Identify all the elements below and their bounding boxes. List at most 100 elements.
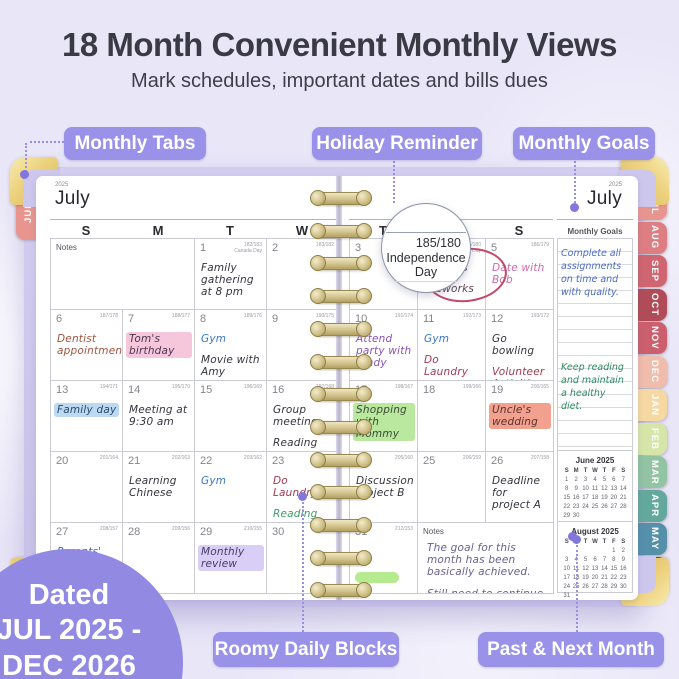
day-number: 29: [200, 526, 213, 538]
callout-monthly-tabs: Monthly Tabs: [64, 127, 206, 160]
connector-line: [302, 502, 304, 632]
day-of-year: 206/159: [462, 455, 481, 461]
mini-calendar-title: June 2025: [575, 456, 615, 465]
mini-day: 13: [591, 566, 599, 572]
mini-day: 13: [610, 486, 618, 492]
mini-calendar-next-month: August 2025SMTWTFS1234567891011121314151…: [557, 521, 633, 599]
day-of-year: 208/157: [99, 526, 118, 532]
mini-day: 26: [582, 584, 589, 590]
day-of-year: 199/166: [462, 384, 481, 390]
handwritten-entries: Dentist appointment: [54, 332, 123, 358]
month-tab-label: OCT: [649, 292, 660, 317]
day-of-year: 203/162: [243, 455, 262, 461]
holiday-label: Canada Day: [234, 248, 262, 254]
mini-day: 9: [574, 486, 578, 492]
handwritten-entries: Uncle's wedding: [489, 403, 551, 430]
mini-weekday: T: [583, 539, 588, 545]
mini-weekday: W: [592, 539, 598, 545]
calendar-cell: 18 199/166: [418, 381, 486, 452]
weekday-label: W: [295, 223, 309, 238]
connector-line: [393, 161, 395, 203]
handwritten-entry: Family day: [54, 403, 120, 418]
mini-day: 26: [601, 504, 608, 510]
day-of-year: 210/155: [243, 526, 262, 532]
weekday-label: T: [379, 223, 387, 238]
mini-day: 4: [593, 477, 597, 483]
handwritten-entries: Gym Do Laundry: [421, 332, 483, 379]
handwritten-entry: Gym: [201, 333, 227, 345]
day-number: 18: [423, 384, 436, 396]
mini-day: 25: [591, 504, 599, 510]
mini-weekday: M: [573, 468, 579, 474]
handwritten-entries: Learning Chinese: [126, 474, 192, 500]
mini-day: 20: [591, 575, 599, 581]
mini-day: 1: [565, 477, 569, 483]
mini-day: [619, 512, 628, 521]
mini-day: 23: [572, 504, 580, 510]
day-number: 13: [56, 384, 69, 396]
month-tab-label: AUG: [649, 225, 660, 250]
handwritten-entry: Gym: [424, 333, 450, 345]
mini-day: [609, 592, 618, 601]
calendar-cell: 1 182/183 Canada Day Family gathering at 8 …: [195, 239, 267, 310]
connector-dot: [570, 203, 579, 212]
day-of-year: 201/164: [99, 455, 118, 461]
spiral-coil: [310, 255, 372, 272]
year-label: 2025: [55, 182, 69, 188]
handwritten-entry: Date with Bob: [492, 262, 545, 287]
calendar-cell: 22 203/162 Gym: [195, 452, 267, 523]
connector-dot: [298, 492, 307, 501]
day-number: 14: [128, 384, 141, 396]
day-number: 25: [423, 455, 436, 467]
day-number: 12: [491, 313, 504, 325]
spiral-coil: [310, 222, 372, 239]
month-title: July: [587, 188, 622, 209]
handwritten-entry: Do Laundry: [424, 354, 469, 379]
mini-day: 8: [612, 557, 616, 563]
handwritten-entry: Dentist appointment: [57, 333, 123, 358]
day-of-year: 193/172: [530, 313, 549, 319]
mini-day: 20: [610, 495, 618, 501]
mini-day: 17: [563, 575, 571, 581]
mini-day: 9: [621, 557, 625, 563]
mini-day: [600, 592, 609, 601]
handwritten-entry: Gym: [201, 475, 227, 487]
mini-weekday: F: [612, 468, 616, 474]
handwritten-entry: Volunteer Activities: [492, 366, 545, 380]
mini-day: 16: [619, 566, 627, 572]
handwritten-entry: Group meeting: [273, 404, 318, 429]
mini-day: 21: [619, 495, 627, 501]
day-of-year: 197/168: [315, 384, 334, 390]
day-of-year: 191/174: [394, 313, 413, 319]
mini-day: 11: [591, 486, 599, 492]
handwritten-entry: Reading: [273, 508, 318, 521]
mini-weekday: T: [583, 468, 588, 474]
mini-day: [600, 512, 609, 521]
spiral-coil: [310, 386, 372, 403]
handwritten-entry: Family gathering at 8 pm: [201, 262, 254, 299]
mini-day: 24: [563, 584, 571, 590]
day-number: 6: [56, 313, 63, 325]
calendar-cell: 19 200/165 Uncle's wedding: [486, 381, 554, 452]
month-tab-label: APR: [649, 493, 660, 518]
mini-day: 10: [563, 566, 571, 572]
handwritten-entries: Meeting at 9:30 am: [126, 403, 192, 429]
handwritten-entries: Family gathering at 8 pm: [198, 261, 264, 299]
day-number: 3: [355, 242, 362, 254]
mini-day: 12: [601, 486, 608, 492]
mini-day: 31: [563, 593, 571, 599]
mini-weekday: T: [602, 468, 607, 474]
magnified-gridline: [394, 281, 458, 282]
mini-day: 21: [601, 575, 608, 581]
spiral-coil: [310, 517, 372, 533]
year-label: 2025: [608, 182, 622, 188]
month-tab-label: DEC: [649, 359, 660, 384]
mini-weekday: S: [621, 468, 626, 474]
mini-day: [590, 512, 599, 521]
connector-dot: [572, 535, 581, 544]
calendar-cell: 15 196/169: [195, 381, 267, 452]
mini-day: 7: [621, 477, 625, 483]
mini-day: [590, 592, 599, 601]
handwritten-entries: Tom's birthday: [126, 332, 192, 359]
